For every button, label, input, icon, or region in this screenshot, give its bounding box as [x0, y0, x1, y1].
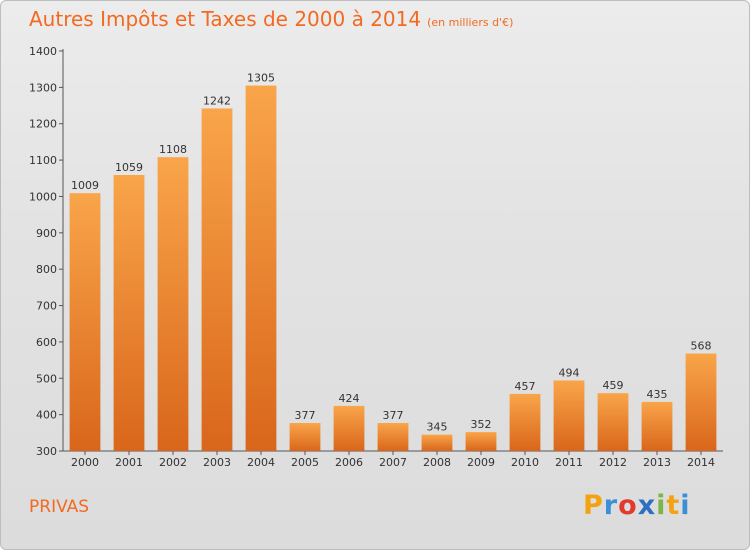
bar-value-label: 1108: [159, 143, 187, 156]
y-tick-label: 900: [36, 227, 57, 240]
bar: [421, 434, 453, 451]
logo-letter: i: [656, 490, 667, 521]
logo-letter: x: [637, 490, 657, 521]
bar: [685, 353, 717, 451]
bar: [113, 175, 145, 451]
bars: [69, 85, 717, 452]
y-tick-label: 1400: [29, 45, 57, 58]
x-tick-label: 2002: [159, 456, 187, 469]
x-tick-label: 2005: [291, 456, 319, 469]
logo-letter: t: [666, 490, 681, 521]
logo-letter: r: [603, 490, 619, 521]
bar: [509, 393, 541, 451]
y-tick-label: 800: [36, 263, 57, 276]
bar: [69, 193, 101, 451]
data-labels: 1009 1059 1108 1242 1305 377 424 377 345 352 457 49…: [71, 72, 712, 434]
bar-value-label: 457: [515, 380, 536, 393]
bar: [641, 401, 673, 451]
y-tick-label: 700: [36, 300, 57, 313]
x-tick-label: 2001: [115, 456, 143, 469]
proxiti-logo: Proxiti: [583, 490, 691, 521]
x-tick-label: 2009: [467, 456, 495, 469]
logo-letter: i: [680, 490, 691, 521]
x-tick-label: 2006: [335, 456, 363, 469]
bar-value-label: 377: [383, 409, 404, 422]
bar: [465, 432, 497, 451]
bar-value-label: 568: [691, 340, 712, 353]
bar-value-label: 377: [295, 409, 316, 422]
bar-value-label: 1242: [203, 94, 231, 107]
y-tick-label: 1000: [29, 190, 57, 203]
title-text: Autres Impôts et Taxes de 2000 à 2014: [29, 7, 422, 31]
chart-subtitle: (en milliers d'€): [427, 16, 514, 29]
logo-letter: o: [618, 490, 638, 521]
x-tick-label: 2012: [599, 456, 627, 469]
y-tick-label: 400: [36, 409, 57, 422]
logo-letter: P: [583, 490, 604, 521]
bar-value-label: 494: [559, 366, 580, 379]
x-tick-label: 2004: [247, 456, 275, 469]
x-tick-label: 2000: [71, 456, 99, 469]
bar-value-label: 1009: [71, 179, 99, 192]
place-name: PRIVAS: [29, 497, 90, 517]
bar: [333, 405, 365, 451]
bar: [157, 157, 189, 451]
bar-value-label: 424: [339, 392, 360, 405]
bar: [201, 108, 233, 452]
x-tick-label: 2010: [511, 456, 539, 469]
x-tick-label: 2008: [423, 456, 451, 469]
x-tick-label: 2007: [379, 456, 407, 469]
bar-value-label: 345: [427, 421, 448, 434]
chart-title: Autres Impôts et Taxes de 2000 à 2014 (en…: [29, 7, 513, 31]
x-tick-label: 2013: [643, 456, 671, 469]
bar-value-label: 435: [647, 388, 668, 401]
y-tick-label: 500: [36, 372, 57, 385]
x-tick-label: 2011: [555, 456, 583, 469]
y-tick-label: 1200: [29, 118, 57, 131]
x-tick-label: 2014: [687, 456, 715, 469]
bar-value-label: 459: [603, 379, 624, 392]
y-tick-label: 1300: [29, 81, 57, 94]
x-tick-label: 2003: [203, 456, 231, 469]
y-tick-label: 300: [36, 445, 57, 458]
y-tick-label: 600: [36, 336, 57, 349]
bar: [597, 393, 629, 451]
bar-value-label: 352: [471, 418, 492, 431]
bar-value-label: 1059: [115, 161, 143, 174]
bar: [245, 85, 277, 451]
bar: [377, 423, 409, 451]
bar: [289, 423, 321, 451]
y-tick-label: 1100: [29, 154, 57, 167]
bar-value-label: 1305: [247, 72, 275, 85]
bar: [553, 380, 585, 451]
axes: 300 400 500 600 700 800 900 1000 1100 1200 1300 140…: [29, 45, 723, 469]
